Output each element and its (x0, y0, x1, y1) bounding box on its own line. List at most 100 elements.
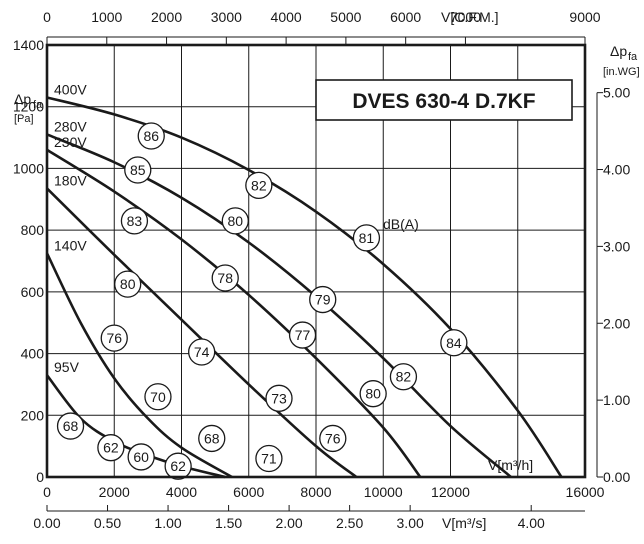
bubble-value: 74 (194, 344, 210, 360)
bubble-circle (211, 264, 239, 292)
x-m3s-tick-label: 1.50 (215, 515, 242, 531)
bubble-value: 80 (228, 213, 244, 229)
x-m3s-tick-label: 4.00 (518, 515, 545, 531)
bubble-circle (265, 384, 293, 412)
bubble-value: 62 (103, 440, 119, 456)
noise-level-bubble: 81 (352, 224, 381, 252)
x-axis-ticks-m3s: 0.00 0.50 1.00 1.50 2.00 2.50 3.00 4.00 (33, 505, 585, 531)
bubble-circle (97, 434, 125, 462)
chart-title-box: DVES 630-4 D.7KF (315, 79, 573, 121)
x-top-tick-label: 9000 (569, 9, 600, 25)
x-axis-label-m3h: V[m³/h] (488, 457, 533, 473)
bubble-circle (359, 380, 387, 408)
noise-level-bubble: 80 (114, 270, 142, 298)
y-tick-label: 1000 (13, 160, 44, 176)
bubble-value: 62 (170, 458, 186, 474)
bubble-circle (309, 285, 337, 314)
y-axis-title-left: Δp fa [Pa] (14, 91, 43, 125)
x-tick-label: 8000 (300, 484, 331, 500)
bubble-value: 77 (295, 327, 311, 343)
noise-level-bubble: 70 (144, 383, 172, 411)
y-axis-unit-right: [in.WG] (603, 66, 640, 78)
x-axis-ticks-cfm: 0 1000 2000 3000 4000 5000 6000 7000 9000 (43, 9, 601, 45)
bubble-value: 78 (217, 270, 233, 286)
noise-level-bubble: 80 (221, 207, 249, 235)
bubble-circle (389, 363, 418, 391)
bubble-value: 83 (127, 213, 143, 229)
bubble-circle (319, 424, 347, 453)
x-top-tick-label: 4000 (271, 9, 302, 25)
x-tick-label: 2000 (99, 484, 130, 500)
bubble-circle (100, 324, 128, 352)
plot-frame (45, 43, 587, 479)
y-tick-label: 800 (21, 222, 45, 238)
bubble-value: 82 (251, 177, 267, 193)
noise-level-bubble: 68 (198, 424, 226, 453)
noise-level-bubble: 82 (389, 363, 418, 391)
bubble-circle (114, 270, 142, 298)
curve-label: 280V (54, 118, 87, 134)
noise-level-bubble: 79 (309, 285, 337, 314)
x-top-tick-label: 6000 (390, 9, 421, 25)
y-tick-label: 0 (36, 469, 44, 485)
fan-curve-140V (45, 252, 233, 479)
y-tick-label: 400 (21, 346, 45, 362)
x-m3s-tick-label: 2.50 (336, 515, 363, 531)
y-axis-unit-left: [Pa] (14, 113, 34, 125)
x-axis-label-cfm: V[C.F.M.] (441, 9, 499, 25)
bubble-value: 68 (63, 418, 79, 434)
bubble-value: 76 (106, 330, 122, 346)
bubble-value: 84 (446, 335, 462, 351)
noise-level-bubble: 68 (56, 412, 85, 440)
bubble-circle (188, 338, 216, 366)
x-axis-label-m3s: V[m³/s] (442, 515, 486, 531)
bubble-value: 60 (133, 449, 149, 465)
x-top-tick-label: 1000 (91, 9, 122, 25)
bubble-value: 86 (143, 128, 159, 144)
curve-label: 400V (54, 81, 87, 97)
bubble-value: 68 (204, 430, 220, 446)
bubble-value: 80 (120, 276, 136, 292)
bubble-circle (255, 444, 283, 473)
curve-label: 180V (54, 172, 87, 188)
x-m3s-tick-label: 1.00 (154, 515, 181, 531)
noise-level-bubble: 71 (255, 444, 283, 473)
bubble-circle (164, 452, 192, 480)
y-axis-label-left: Δp (14, 91, 31, 107)
x-top-tick-label: 0 (43, 9, 51, 25)
bubble-circle (56, 412, 85, 440)
bubble-value: 82 (396, 369, 412, 385)
bubble-value: 80 (365, 386, 381, 402)
noise-level-bubble: 76 (100, 324, 128, 352)
noise-level-bubble: 74 (188, 338, 216, 366)
curve-label: 95V (54, 359, 80, 375)
y-right-tick-label: 1.00 (603, 392, 630, 408)
bubble-value: 76 (325, 430, 341, 446)
y-right-tick-label: 0.00 (603, 469, 630, 485)
bubble-circle (198, 424, 226, 453)
noise-level-bubble: 76 (319, 424, 347, 453)
noise-level-bubble: 60 (127, 443, 155, 471)
y-right-tick-label: 3.00 (603, 238, 630, 254)
bubble-circle (137, 122, 165, 150)
noise-level-bubble: 82 (245, 171, 273, 200)
bubble-value: 79 (315, 292, 331, 308)
x-tick-label: 12000 (431, 484, 470, 500)
x-axis-ticks-m3h: 0 2000 4000 6000 8000 10000 12000 16000 (43, 484, 605, 500)
bubble-circle (124, 156, 152, 184)
bubble-value: 85 (130, 162, 146, 178)
noise-level-bubble: 73 (265, 384, 293, 412)
noise-level-bubble: 77 (288, 321, 317, 349)
x-tick-label: 0 (43, 484, 51, 500)
bubble-value: 73 (271, 390, 287, 406)
y-tick-label: 1400 (13, 37, 44, 53)
bubble-circle (221, 207, 249, 235)
noise-level-bubble: 62 (97, 434, 125, 462)
x-top-tick-label: 7000 (450, 9, 481, 25)
y-axis-label-right-sub: fa (628, 51, 638, 63)
bubble-circle (127, 443, 155, 471)
bubble-circle (288, 321, 317, 349)
noise-level-bubble: 86 (137, 122, 165, 150)
x-top-tick-label: 3000 (211, 9, 242, 25)
